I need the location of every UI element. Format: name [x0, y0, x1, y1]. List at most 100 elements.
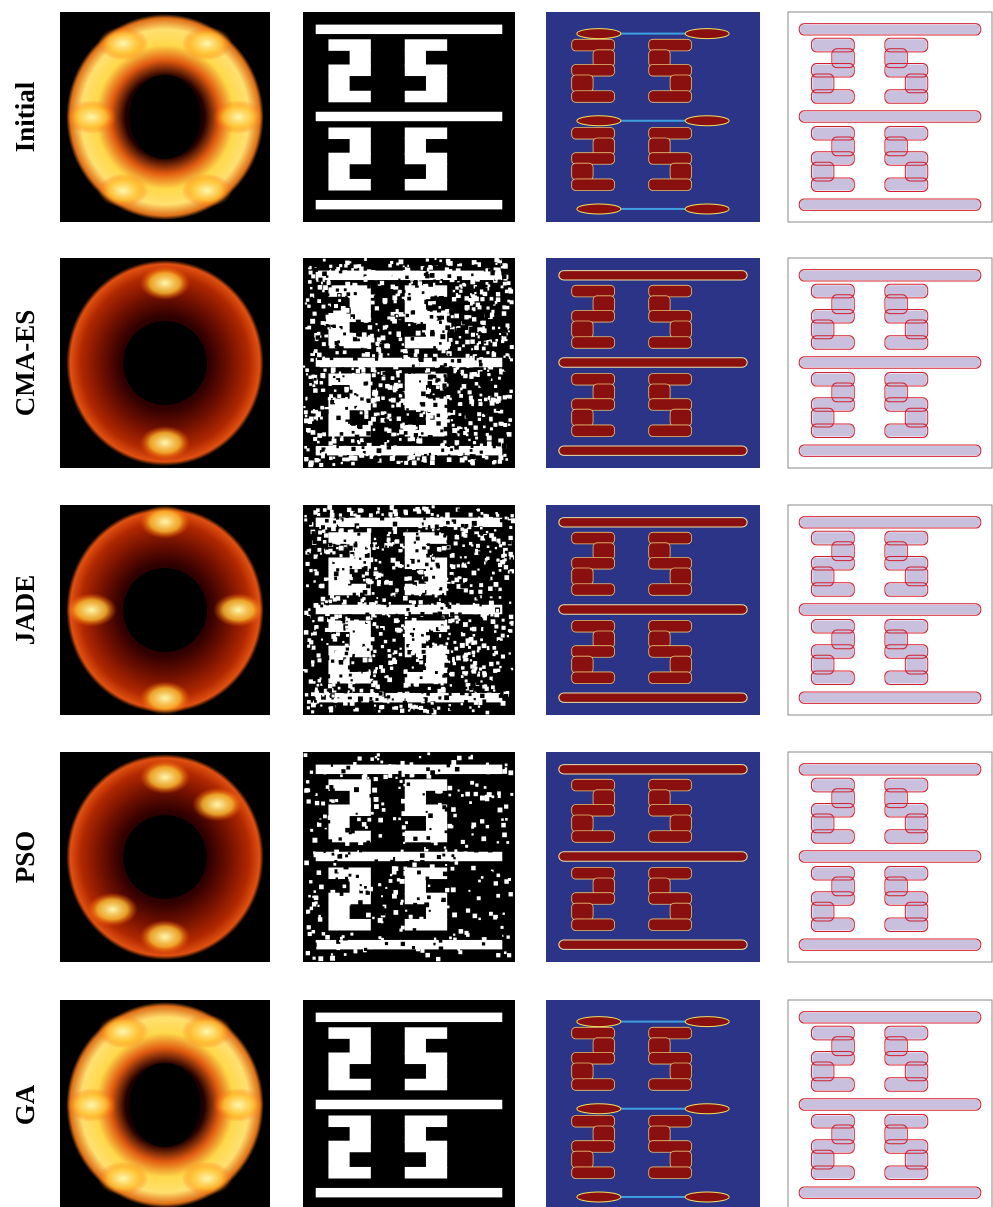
noise-pixel — [366, 841, 370, 845]
noise-pixel — [420, 612, 424, 616]
noise-pixel — [364, 551, 367, 554]
noise-pixel — [466, 434, 468, 436]
noise-pixel — [459, 336, 461, 338]
noise-pixel — [477, 674, 480, 677]
noise-pixel — [314, 458, 318, 462]
noise-pixel — [375, 458, 379, 462]
noise-pixel — [481, 876, 484, 879]
noise-pixel — [308, 510, 311, 513]
noise-pixel — [476, 555, 478, 557]
noise-pixel — [338, 274, 341, 277]
noise-pixel — [381, 921, 383, 923]
noise-pixel — [471, 855, 475, 859]
noise-pixel — [334, 850, 339, 855]
noise-pixel — [405, 910, 407, 912]
noise-pixel — [433, 260, 437, 264]
noise-pixel — [428, 813, 433, 818]
noise-pixel — [356, 369, 360, 373]
noise-pixel — [498, 888, 503, 893]
noise-pixel — [379, 777, 383, 781]
panel — [788, 505, 992, 715]
noise-pixel — [333, 863, 336, 866]
noise-pixel — [509, 390, 512, 393]
noise-pixel — [371, 621, 373, 623]
noise-pixel — [354, 569, 357, 572]
noise-pixel — [491, 522, 496, 527]
noise-pixel — [477, 343, 479, 345]
noise-pixel — [509, 593, 512, 596]
noise-pixel — [451, 854, 454, 857]
mask-pixel — [316, 1013, 503, 1022]
noise-pixel — [370, 757, 374, 761]
noise-pixel — [305, 598, 308, 601]
noise-pixel — [489, 601, 494, 606]
noise-pixel — [317, 556, 319, 558]
noise-pixel — [464, 851, 468, 855]
noise-pixel — [317, 822, 321, 826]
noise-pixel — [392, 698, 394, 700]
noise-pixel — [478, 705, 480, 707]
noise-pixel — [429, 709, 433, 713]
noise-pixel — [414, 353, 418, 357]
noise-pixel — [408, 431, 412, 435]
noise-pixel — [315, 407, 318, 410]
noise-pixel — [480, 694, 484, 698]
noise-pixel — [375, 544, 378, 547]
noise-pixel — [409, 374, 412, 377]
noise-pixel — [488, 284, 491, 287]
noise-pixel — [503, 333, 507, 337]
bar — [559, 358, 747, 367]
noise-pixel — [393, 817, 396, 820]
noise-pixel — [416, 615, 419, 618]
noise-pixel — [379, 674, 383, 678]
noise-pixel — [404, 626, 407, 629]
hot-spot — [192, 788, 242, 822]
noise-pixel — [485, 514, 489, 518]
noise-pixel — [329, 265, 332, 268]
noise-pixel — [423, 518, 425, 520]
noise-pixel — [504, 676, 506, 678]
noise-pixel — [382, 546, 385, 549]
noise-pixel — [332, 654, 336, 658]
noise-pixel — [449, 409, 453, 413]
block — [572, 1079, 615, 1091]
noise-pixel — [509, 652, 511, 654]
noise-pixel — [371, 693, 374, 696]
block — [572, 815, 593, 832]
mask-pixel — [405, 790, 426, 807]
noise-pixel — [398, 279, 400, 281]
noise-pixel — [327, 346, 329, 348]
noise-pixel — [499, 878, 501, 880]
noise-pixel — [468, 754, 471, 757]
noise-pixel — [401, 624, 404, 627]
noise-pixel — [358, 840, 363, 845]
noise-pixel — [503, 372, 506, 375]
mask-pixel — [405, 39, 447, 51]
noise-pixel — [381, 335, 386, 340]
noise-pixel — [358, 935, 361, 938]
noise-pixel — [470, 584, 473, 587]
noise-pixel — [379, 632, 383, 636]
mask-pixel — [328, 91, 370, 103]
noise-pixel — [415, 349, 418, 352]
noise-pixel — [454, 434, 457, 437]
noise-pixel — [319, 258, 323, 262]
noise-pixel — [312, 531, 316, 535]
noise-pixel — [347, 508, 351, 512]
mask-pixel — [328, 128, 370, 140]
noise-pixel — [341, 378, 345, 382]
noise-pixel — [476, 544, 480, 548]
noise-pixel — [470, 894, 473, 897]
noise-pixel — [509, 526, 512, 529]
noise-pixel — [403, 842, 405, 844]
noise-pixel — [403, 701, 407, 705]
noise-pixel — [498, 439, 502, 443]
noise-pixel — [312, 930, 315, 933]
noise-pixel — [457, 370, 461, 374]
noise-pixel — [496, 268, 500, 272]
noise-pixel — [398, 265, 402, 269]
noise-pixel — [304, 669, 307, 672]
noise-pixel — [324, 578, 327, 581]
noise-pixel — [330, 621, 335, 626]
noise-pixel — [454, 647, 458, 651]
